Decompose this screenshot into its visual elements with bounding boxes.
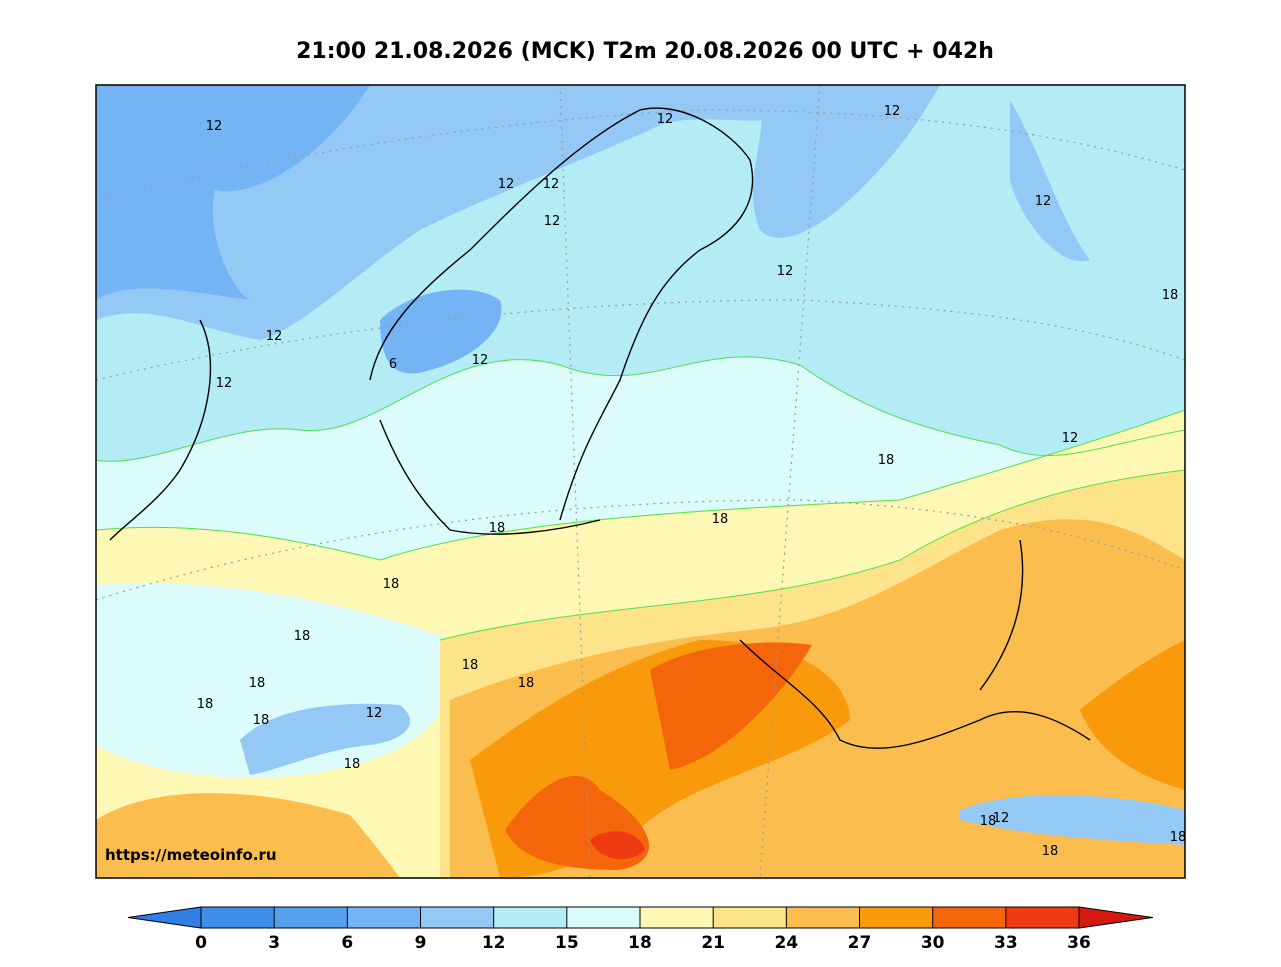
colorbar-tick-label: 9 xyxy=(415,933,427,953)
colorbar-tick-label: 12 xyxy=(482,933,506,953)
field-region xyxy=(650,642,812,770)
map-title: 21:00 21.08.2026 (MCK) T2m 20.08.2026 00… xyxy=(296,39,994,64)
contour-label: 12 xyxy=(1035,194,1052,209)
field-region xyxy=(380,289,502,374)
contour-label: 18 xyxy=(197,697,214,712)
contour-label: 12 xyxy=(543,177,560,192)
contour-label: 12 xyxy=(884,104,901,119)
contour-label: 18 xyxy=(294,629,311,644)
colorbar-band xyxy=(274,907,348,928)
contour-label: 6 xyxy=(389,357,397,372)
colorbar-band xyxy=(420,907,494,928)
graticule xyxy=(96,109,1185,201)
graticule xyxy=(96,499,1185,601)
contour-label: 18 xyxy=(518,676,535,691)
field-region xyxy=(960,795,1185,845)
colorbar: 0 3 6 9 12 15 18 21 24 27 30 33 36 xyxy=(127,906,1154,953)
contour-label: 18 xyxy=(253,713,270,728)
colorbar-band xyxy=(493,907,567,928)
colorbar-over xyxy=(1078,906,1154,929)
colorbar-tick-label: 36 xyxy=(1067,933,1091,953)
contour-label: 18 xyxy=(462,658,479,673)
contour-label: 12 xyxy=(544,214,561,229)
colorbar-band xyxy=(1005,907,1079,928)
contour-label: 18 xyxy=(1162,288,1179,303)
contour-label: 12 xyxy=(366,706,383,721)
isotherm xyxy=(439,469,1185,641)
field-region xyxy=(96,793,400,878)
coastline xyxy=(369,107,754,521)
colorbar-band xyxy=(713,907,787,928)
colorbar-tick-label: 6 xyxy=(341,933,353,953)
colorbar-band xyxy=(640,907,714,928)
colorbar-band xyxy=(201,907,275,928)
map xyxy=(96,85,1185,878)
contour-label: 12 xyxy=(777,264,794,279)
isotherm xyxy=(96,409,1185,561)
contour-label: 18 xyxy=(249,676,266,691)
contour-label: 12 xyxy=(206,119,223,134)
coastline xyxy=(979,539,1024,691)
coastline xyxy=(379,419,601,535)
coastline xyxy=(109,319,212,541)
contour-label: 18 xyxy=(1170,830,1187,845)
colorbar-tick-label: 3 xyxy=(268,933,280,953)
field-region xyxy=(752,85,940,238)
contour-label: 18 xyxy=(980,814,997,829)
field-region xyxy=(1080,640,1185,790)
colorbar-tick-label: 30 xyxy=(921,933,945,953)
colorbar-band xyxy=(566,907,640,928)
colorbar-band xyxy=(786,907,860,928)
isotherm xyxy=(96,356,1185,462)
colorbar-tick-label: 15 xyxy=(555,933,579,953)
map-frame xyxy=(95,84,1186,879)
colorbar-tick-label: 21 xyxy=(701,933,725,953)
contour-label: 12 xyxy=(1062,431,1079,446)
contour-label: 18 xyxy=(712,512,729,527)
colorbar-tick-label: 24 xyxy=(774,933,798,953)
contour-label: 12 xyxy=(216,376,233,391)
contour-label: 18 xyxy=(1042,844,1059,859)
colorbar-band xyxy=(932,907,1006,928)
contour-label: 12 xyxy=(993,811,1010,826)
colorbar-band xyxy=(859,907,933,928)
coastline xyxy=(739,639,1091,749)
colorbar-under xyxy=(127,906,202,929)
contour-label: 18 xyxy=(489,521,506,536)
field-region xyxy=(590,831,645,860)
colorbar-band xyxy=(347,907,421,928)
contour-label: 12 xyxy=(266,329,283,344)
contour-label: 12 xyxy=(498,177,515,192)
contour-label: 18 xyxy=(383,577,400,592)
colorbar-tick-label: 18 xyxy=(628,933,652,953)
field-region xyxy=(1010,100,1090,262)
contour-label: 12 xyxy=(657,112,674,127)
contour-label: 18 xyxy=(878,453,895,468)
colorbar-tick-label: 0 xyxy=(195,933,207,953)
colorbar-tick-label: 27 xyxy=(848,933,872,953)
colorbar-tick-label: 33 xyxy=(994,933,1018,953)
field-region xyxy=(240,703,410,775)
contour-label: 18 xyxy=(344,757,361,772)
watermark: https://meteoinfo.ru xyxy=(105,846,277,864)
contour-label: 12 xyxy=(472,353,489,368)
field-region xyxy=(96,85,370,300)
